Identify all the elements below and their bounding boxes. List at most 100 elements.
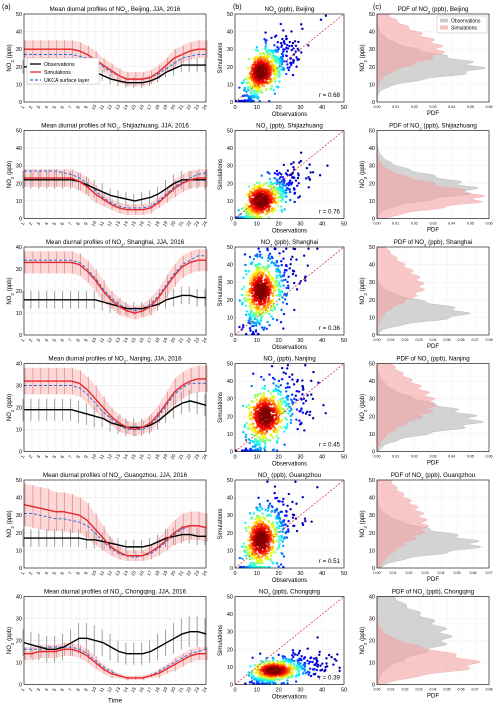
scatter-point xyxy=(255,438,258,441)
scatter-point xyxy=(257,247,260,250)
scatter-point xyxy=(298,649,302,653)
x-tick-label: 19 xyxy=(162,569,169,576)
scatter-point xyxy=(273,247,276,251)
scatter-point xyxy=(286,66,289,70)
scatter-point xyxy=(249,329,252,333)
scatter-point xyxy=(245,82,249,85)
scatter-point xyxy=(268,177,271,181)
scatter-point xyxy=(280,45,283,49)
x-tick-label: 23 xyxy=(193,569,200,576)
scatter-point xyxy=(244,435,247,439)
scatter-point xyxy=(263,182,266,186)
scatter-point xyxy=(284,278,287,281)
scatter-point xyxy=(279,189,283,193)
series-simulations xyxy=(24,48,206,80)
scatter-point xyxy=(258,53,262,56)
x-tick-label: 0.04 xyxy=(430,338,437,342)
scatter-point xyxy=(285,302,289,306)
scatter-point xyxy=(301,388,305,391)
x-tick-label: 0.04 xyxy=(448,105,455,109)
scatter-point xyxy=(265,209,269,212)
scatter-point xyxy=(285,173,289,176)
y-tick-label: 10 xyxy=(16,548,22,554)
scatter-point xyxy=(294,44,298,47)
scatter-point xyxy=(307,44,310,47)
scatter-point xyxy=(317,381,320,384)
scatter-point xyxy=(249,97,252,101)
scatter-point xyxy=(264,45,267,48)
scatter-point xyxy=(272,382,275,385)
x-tick-label: 18 xyxy=(154,220,161,227)
x-tick-label: 16 xyxy=(138,336,145,343)
pdf-panel-1: PDF of NO2 (ppb), Shijiazhuang 0 10 20 30 40 5… xyxy=(360,123,493,234)
scatter-point xyxy=(252,311,255,315)
x-tick-label: 11 xyxy=(98,337,105,344)
scatter-point xyxy=(285,286,288,290)
y-tick-label: 50 xyxy=(369,362,375,368)
scatter-point xyxy=(268,80,271,84)
scatter-point xyxy=(282,327,285,330)
scatter-point xyxy=(281,397,285,400)
x-tick-label: 12 xyxy=(106,103,113,110)
scatter-point xyxy=(266,171,269,174)
x-tick-label: 15 xyxy=(130,686,137,693)
scatter-point xyxy=(323,669,326,673)
y-tick-label: 20 xyxy=(227,181,233,187)
scatter-point xyxy=(268,204,272,208)
scatter-point xyxy=(279,563,283,566)
scatter-point xyxy=(293,308,296,312)
x-tick-label: 10 xyxy=(90,220,97,227)
scatter-point xyxy=(247,403,250,407)
scatter-point xyxy=(278,171,281,175)
x-tick-label: 30 xyxy=(297,455,303,461)
scatter-point xyxy=(277,527,281,530)
scatter-point xyxy=(248,297,251,301)
y-tick-label: 20 xyxy=(16,181,22,187)
x-tick-label: 40 xyxy=(319,105,325,111)
scatter-point xyxy=(289,414,292,418)
scatter-point xyxy=(266,480,269,483)
x-tick-label: 8 xyxy=(75,221,81,226)
scatter-point xyxy=(285,60,288,63)
x-tick-label: 24 xyxy=(201,220,208,227)
scatter-point xyxy=(284,189,288,192)
scatter-point xyxy=(263,53,266,57)
scatter-point xyxy=(278,537,281,541)
x-tick-label: 0.03 xyxy=(430,455,437,459)
x-tick-label: 20 xyxy=(170,336,177,343)
scatter-point xyxy=(253,187,256,190)
x-tick-label: 50 xyxy=(341,105,347,111)
scatter-point xyxy=(271,279,274,282)
scatter-point xyxy=(268,252,272,255)
scatter-point xyxy=(284,35,288,38)
scatter-point xyxy=(288,44,291,48)
scatter-point xyxy=(281,183,284,186)
x-tick-label: 14 xyxy=(122,220,129,227)
scatter-point xyxy=(291,269,295,272)
scatter-point xyxy=(248,531,252,534)
scatter-point xyxy=(256,320,260,323)
scatter-point xyxy=(295,390,298,393)
legend-label: Simulations xyxy=(451,26,477,32)
scatter-point xyxy=(266,184,270,187)
x-tick-label: 50 xyxy=(341,338,347,344)
scatter-point xyxy=(251,292,254,295)
scatter-point xyxy=(275,261,278,264)
scatter-point xyxy=(244,269,247,273)
scatter-panel-2: NO2 (ppb), Shanghai 00 10 10 20 20 30 30 40 40 50 5… xyxy=(218,239,347,351)
series-observations xyxy=(24,179,206,202)
scatter-point xyxy=(254,329,258,332)
x-tick-label: 16 xyxy=(138,220,145,227)
x-tick-label: 19 xyxy=(162,103,169,110)
scatter-point xyxy=(277,389,281,393)
x-axis-label: Time xyxy=(108,698,123,705)
scatter-point xyxy=(251,557,255,560)
x-tick-label: 0.07 xyxy=(486,571,493,575)
scatter-point xyxy=(285,72,288,76)
scatter-point xyxy=(259,319,263,323)
scatter-point xyxy=(250,517,253,520)
x-tick-label: 20 xyxy=(276,688,282,694)
y-tick-label: 40 xyxy=(227,30,233,36)
